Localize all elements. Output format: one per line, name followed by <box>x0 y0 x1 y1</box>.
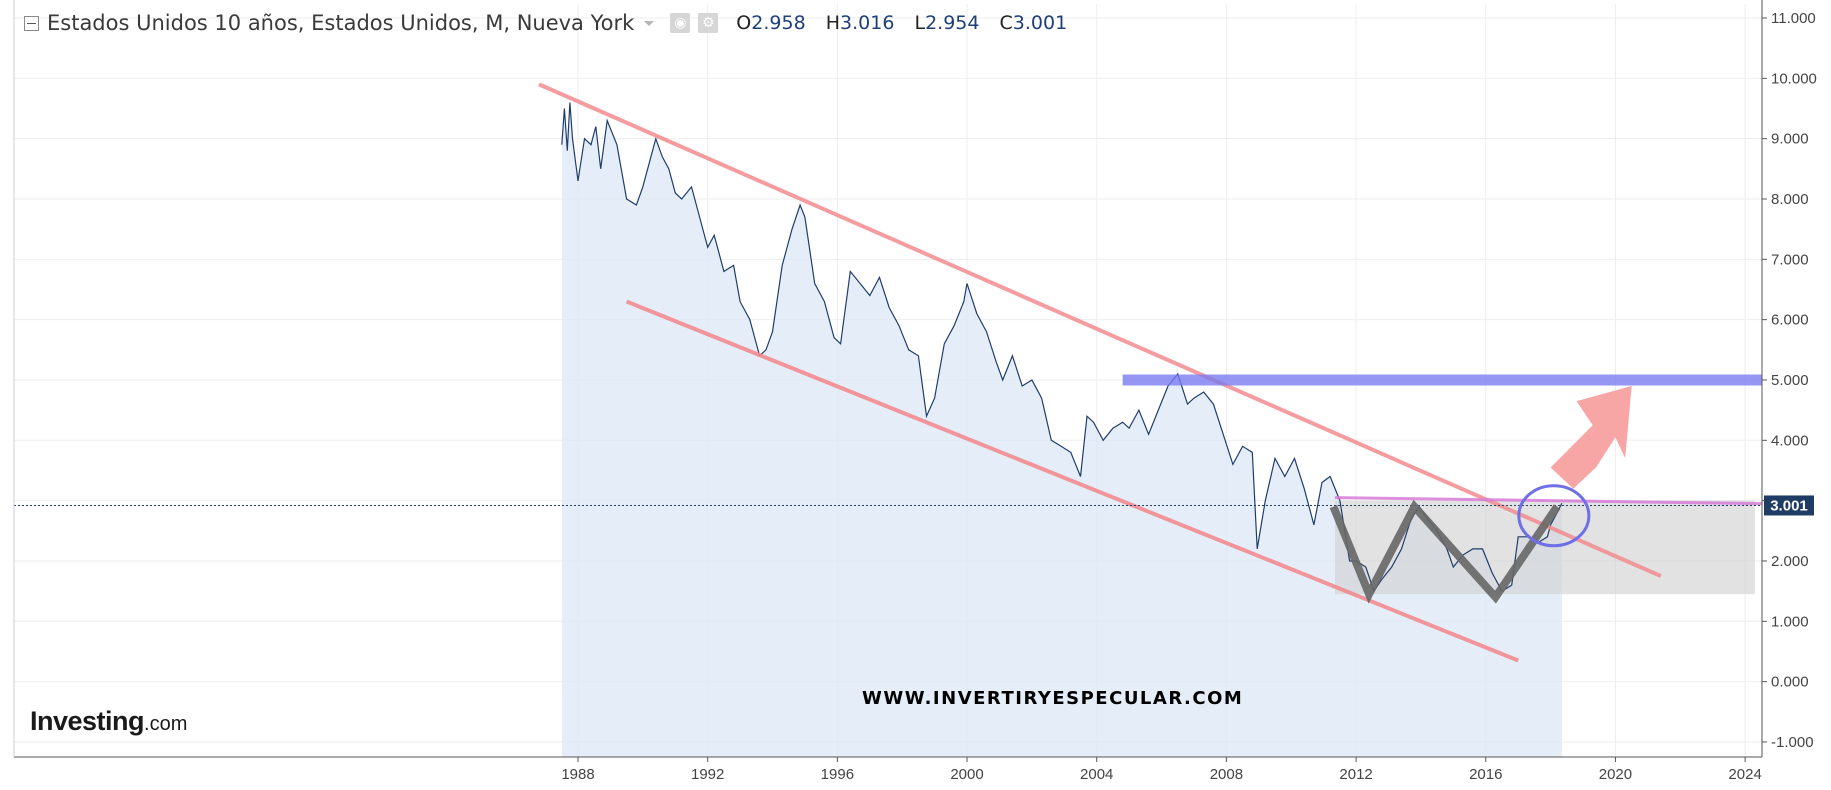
x-tick-label: 2024 <box>1728 766 1761 783</box>
open-readout: O2.958 <box>736 12 806 34</box>
x-tick-label: 1988 <box>561 766 594 783</box>
arrow-up <box>1550 386 1632 489</box>
high-readout: H3.016 <box>825 12 895 34</box>
gear-icon[interactable]: ⚙ <box>698 13 719 33</box>
logo-suffix: .com <box>144 713 188 735</box>
level-line <box>1334 496 1763 506</box>
logo-main: Investing <box>30 706 145 736</box>
ohlc-readout: O2.958 H3.016 L2.954 C3.001 <box>736 12 1067 34</box>
y-tick-label: -1.000 <box>1771 734 1814 751</box>
y-tick-label: 11.000 <box>1771 10 1816 27</box>
chart-title: Estados Unidos 10 años, Estados Unidos, … <box>47 11 635 35</box>
last-value-label: 3.001 <box>1770 497 1808 514</box>
x-tick-label: 2008 <box>1210 766 1243 783</box>
x-tick-label: 2012 <box>1339 766 1372 783</box>
chevron-down-icon[interactable] <box>644 20 655 26</box>
y-tick-label: 9.000 <box>1771 131 1809 148</box>
investing-logo[interactable]: Investing .com <box>30 706 187 737</box>
price-area <box>561 102 1562 757</box>
y-tick-label: 5.000 <box>1771 372 1809 389</box>
last-value-badge <box>1764 495 1814 516</box>
support-zone <box>1335 500 1755 595</box>
y-tick-label: 7.000 <box>1771 251 1809 268</box>
y-tick-label: 0.000 <box>1771 674 1809 691</box>
x-tick-label: 2020 <box>1599 766 1632 783</box>
y-tick-label: 4.000 <box>1771 432 1809 449</box>
y-tick-label: 1.000 <box>1771 613 1809 630</box>
collapse-icon[interactable] <box>24 15 39 31</box>
y-tick-label: 10.000 <box>1771 70 1817 87</box>
x-tick-label: 2000 <box>950 766 983 783</box>
watermark-text: WWW.INVERTIRYESPECULAR.COM <box>862 688 1244 709</box>
channel-upper-line <box>538 82 1662 578</box>
x-tick-label: 2004 <box>1080 766 1113 783</box>
price-line <box>561 102 1563 593</box>
y-tick-label: 2.000 <box>1771 553 1809 570</box>
highlight-circle <box>1517 484 1591 548</box>
w-pattern <box>1329 499 1561 604</box>
y-tick-label: 8.000 <box>1771 191 1809 208</box>
close-readout: C3.001 <box>999 12 1068 34</box>
x-tick-label: 1992 <box>691 766 724 783</box>
x-tick-label: 1996 <box>821 766 854 783</box>
eye-icon[interactable]: ◉ <box>670 13 691 33</box>
low-readout: L2.954 <box>914 12 980 34</box>
chart-header: Estados Unidos 10 años, Estados Unidos, … <box>24 8 1067 38</box>
y-tick-label: 6.000 <box>1771 312 1809 329</box>
x-tick-label: 2016 <box>1469 766 1502 783</box>
